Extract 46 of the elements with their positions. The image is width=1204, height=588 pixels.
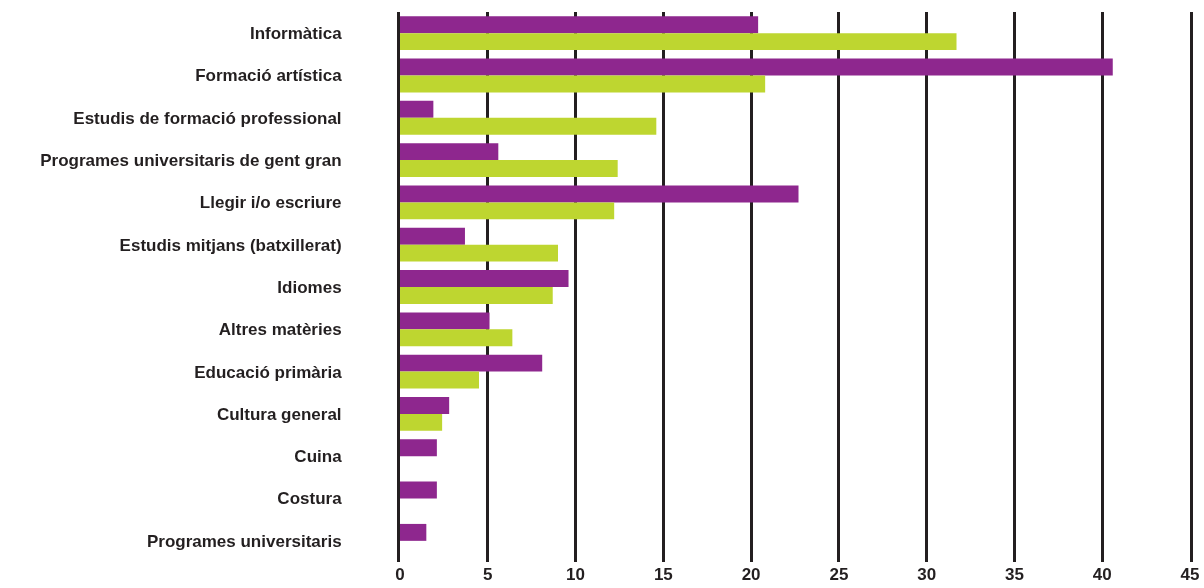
y-tick-label: Formació artística: [195, 66, 343, 86]
y-tick-label: Cuina: [294, 447, 343, 467]
x-tick-label: 25: [829, 565, 849, 584]
x-tick-label: 15: [653, 565, 673, 584]
x-tick-label: 35: [1004, 565, 1024, 584]
bar: [400, 439, 437, 457]
y-tick-label: Estudis de formació professional: [73, 108, 342, 128]
bar: [400, 16, 759, 34]
y-tick-label: Programes universitaris de gent gran: [40, 151, 342, 171]
x-tick-label: 45: [1180, 565, 1200, 584]
bar: [400, 354, 543, 372]
bar: [400, 117, 657, 135]
bar: [400, 329, 513, 347]
y-tick-label: Idiomes: [277, 277, 342, 297]
bar: [400, 75, 766, 93]
x-tick-label: 10: [566, 565, 586, 584]
bar: [400, 244, 558, 262]
x-tick-label: 30: [917, 565, 937, 584]
y-tick-label: Programes universitaris: [146, 531, 342, 551]
bar: [400, 185, 799, 203]
y-tick-label: Estudis mitjans (batxillerat): [119, 235, 342, 255]
bar: [400, 160, 618, 177]
bar: [400, 33, 957, 51]
y-tick-label: Informàtica: [249, 24, 343, 44]
y-tick-label: Llegir i/o escriure: [199, 193, 342, 213]
bar: [400, 202, 615, 220]
bar: [400, 227, 465, 245]
bar: [400, 100, 434, 118]
bar: [400, 287, 553, 304]
x-tick-label: 20: [741, 565, 761, 584]
bar: [400, 371, 479, 389]
bar: [400, 143, 499, 161]
bar: [400, 58, 1113, 76]
y-tick-label: Educació primària: [194, 362, 343, 382]
bar: [400, 481, 437, 499]
x-tick-label: 5: [483, 565, 493, 584]
bar: [400, 523, 427, 541]
y-tick-label: Costura: [277, 489, 343, 509]
bar: [400, 397, 450, 414]
x-tick-label: 40: [1092, 565, 1112, 584]
x-tick-label: 0: [395, 565, 405, 584]
y-tick-label: Altres matèries: [218, 320, 342, 340]
y-tick-label: Cultura general: [216, 404, 342, 424]
bar: [400, 413, 443, 431]
bar: [400, 312, 490, 330]
bar: [400, 270, 569, 287]
